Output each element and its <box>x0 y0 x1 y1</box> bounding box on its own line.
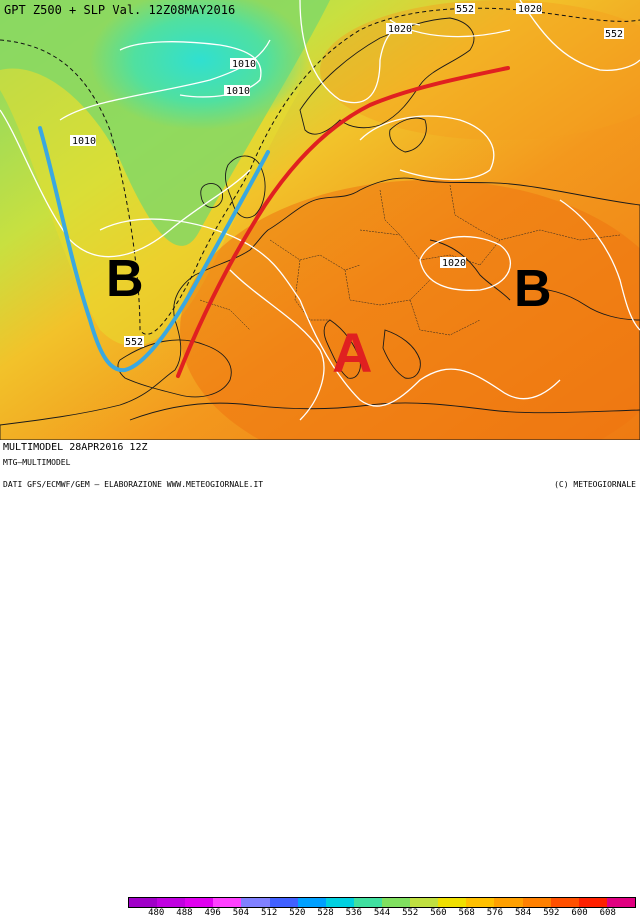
color-scale-tick: 544 <box>373 908 391 918</box>
cyan-zone <box>90 0 310 130</box>
color-scale-tick: 608 <box>599 908 616 918</box>
credits-label: DATI GFS/ECMWF/GEM — ELABORAZIONE WWW.ME… <box>3 480 264 489</box>
isobar-labels: 1010 1010 1010 1020 1020 1020 552 552 55… <box>70 3 624 348</box>
low-pressure-label-west: B <box>106 250 144 308</box>
color-scale-swatch <box>353 898 382 907</box>
isobar-label: 1010 <box>226 86 250 97</box>
color-scale-tick: 496 <box>204 908 221 918</box>
trough-axis-line <box>38 126 270 373</box>
mid-core <box>320 0 640 140</box>
color-scale-swatch <box>241 898 270 907</box>
color-scale-swatch <box>522 898 551 907</box>
color-scale-tick: 512 <box>260 908 278 918</box>
color-scale-swatch <box>185 898 214 907</box>
color-scale-swatch <box>157 898 186 907</box>
model-run-label: MULTIMODEL 28APR2016 12Z <box>3 442 148 453</box>
isobar-label: 1020 <box>518 4 542 15</box>
isobar-label: 1020 <box>388 24 412 35</box>
color-scale-tick: 576 <box>486 908 504 918</box>
color-scale-swatch <box>494 898 523 907</box>
color-scale-tick: 600 <box>571 908 588 918</box>
color-scale <box>128 897 636 908</box>
isobar-label: 1020 <box>442 258 466 269</box>
color-scale-swatch <box>466 898 495 907</box>
color-scale-tick: 504 <box>232 908 250 918</box>
color-scale-tick: 560 <box>430 908 447 918</box>
color-scale-swatch <box>606 898 635 907</box>
color-scale-swatch <box>325 898 354 907</box>
model-short-label: MTG—MULTIMODEL <box>3 458 71 467</box>
geopotential-label: 552 <box>605 29 623 40</box>
color-scale-swatch <box>381 898 411 907</box>
color-scale-swatch <box>438 898 467 907</box>
isobar-label: 1010 <box>232 59 256 70</box>
color-scale-tick: 584 <box>514 908 532 918</box>
color-scale-swatch <box>269 898 298 907</box>
color-scale-tick: 520 <box>289 908 306 918</box>
color-scale-tick: 488 <box>176 908 193 918</box>
color-scale-swatch <box>213 898 242 907</box>
color-scale-swatch <box>578 898 607 907</box>
isobar-label: 1010 <box>72 136 96 147</box>
color-scale-swatch <box>550 898 579 907</box>
low-pressure-label-east: B <box>514 260 552 318</box>
warm-core <box>180 180 640 440</box>
map-title: GPT Z500 + SLP Val. 12Z08MAY2016 <box>4 3 235 17</box>
geopotential-label: 552 <box>125 337 143 348</box>
ridge-axis-line <box>176 66 510 378</box>
z500-552-line <box>0 7 640 335</box>
color-scale-tick: 552 <box>402 908 419 918</box>
copyright-label: (C) METEOGIORNALE <box>554 480 636 489</box>
high-pressure-label: A <box>332 321 372 384</box>
color-scale-tick: 480 <box>148 908 165 918</box>
color-scale-tick: 536 <box>345 908 362 918</box>
color-scale-tick: 568 <box>458 908 475 918</box>
color-scale-swatch <box>410 898 439 907</box>
color-scale-swatch <box>297 898 326 907</box>
color-scale-tick: 592 <box>543 908 560 918</box>
color-scale-swatch <box>129 898 158 907</box>
geopotential-label: 552 <box>456 4 474 15</box>
map-footer: MULTIMODEL 28APR2016 12Z MTG—MULTIMODEL … <box>0 440 640 918</box>
weather-map: 1010 1010 1010 1020 1020 1020 552 552 55… <box>0 0 640 440</box>
color-scale-tick: 528 <box>317 908 334 918</box>
color-scale-ticks: 480 488 496 504 512 520 528 536 544 552 560 568 576 5… <box>128 908 636 920</box>
